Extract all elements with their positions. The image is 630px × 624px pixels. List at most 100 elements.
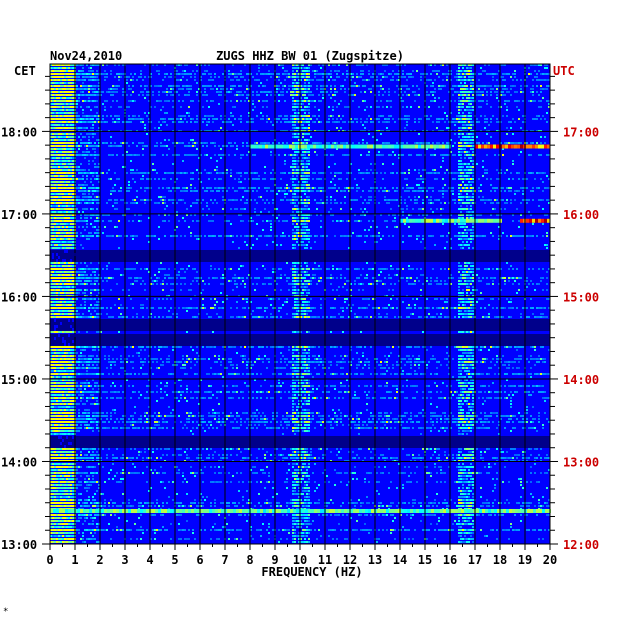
spectrogram-cell xyxy=(300,79,302,81)
spectrogram-cell xyxy=(308,121,310,123)
spectrogram-cell xyxy=(494,190,496,192)
spectrogram-cell xyxy=(466,139,468,141)
spectrogram-cell xyxy=(458,175,460,177)
spectrogram-cell xyxy=(370,187,372,189)
spectrogram-cell xyxy=(308,115,310,117)
spectrogram-cell xyxy=(68,148,70,150)
spectrogram-cell xyxy=(542,172,544,174)
spectrogram-cell xyxy=(402,187,404,189)
spectrogram-cell xyxy=(504,88,506,90)
spectrogram-cell xyxy=(434,79,436,81)
spectrogram-cell xyxy=(182,100,184,102)
spectrogram-cell xyxy=(172,106,174,108)
spectrogram-cell xyxy=(460,202,462,204)
spectrogram-cell xyxy=(460,70,462,72)
chart-title: ZUGS HHZ BW 01 (Zugspitze) xyxy=(216,49,404,63)
spectrogram-cell xyxy=(78,97,80,99)
spectrogram-cell xyxy=(392,172,394,174)
spectrogram-cell xyxy=(116,202,118,204)
spectrogram-cell xyxy=(56,109,58,111)
spectrogram-cell xyxy=(400,88,402,90)
spectrogram-cell xyxy=(82,91,84,93)
spectrogram-cell xyxy=(62,193,64,195)
spectrogram-cell xyxy=(68,160,70,162)
spectrogram-cell xyxy=(230,88,232,90)
spectrogram-cell xyxy=(68,184,70,186)
spectrogram-cell xyxy=(212,220,214,222)
spectrogram-cell xyxy=(466,118,468,120)
spectrogram-cell xyxy=(310,214,312,216)
spectrogram-cell xyxy=(486,118,488,120)
spectrogram-cell xyxy=(76,127,78,129)
spectrogram-cell xyxy=(270,94,272,96)
spectrogram-cell xyxy=(56,229,58,231)
spectrogram-cell xyxy=(58,136,60,138)
spectrogram-cell xyxy=(516,91,518,93)
spectrogram-cell xyxy=(96,220,98,222)
spectrogram-cell xyxy=(84,202,86,204)
spectrogram-cell xyxy=(336,118,338,120)
spectrogram-cell xyxy=(486,100,488,102)
spectrogram-cell xyxy=(182,85,184,87)
spectrogram-cell xyxy=(308,148,310,150)
spectrogram-cell xyxy=(188,91,190,93)
spectrogram-cell xyxy=(90,208,92,210)
spectrogram-cell xyxy=(50,238,52,240)
spectrogram-cell xyxy=(438,118,440,120)
spectrogram-cell xyxy=(188,94,190,96)
spectrogram-cell xyxy=(56,172,58,174)
spectrogram-cell xyxy=(358,64,360,66)
spectrogram-cell xyxy=(434,100,436,102)
spectrogram-cell xyxy=(122,250,124,253)
spectrogram-cell xyxy=(66,211,68,213)
spectrogram-cell xyxy=(328,211,330,213)
spectrogram-cell xyxy=(62,214,64,216)
spectrogram-cell xyxy=(206,85,208,87)
spectrogram-cell xyxy=(460,211,462,213)
spectrogram-cell xyxy=(544,79,546,81)
spectrogram-cell xyxy=(84,199,86,201)
spectrogram-cell xyxy=(90,109,92,111)
spectrogram-cell xyxy=(112,94,114,96)
spectrogram-cell xyxy=(472,175,474,177)
spectrogram-cell xyxy=(56,223,58,225)
spectrogram-cell xyxy=(472,196,474,198)
spectrogram-cell xyxy=(292,244,294,246)
spectrogram-cell xyxy=(134,202,136,204)
spectrogram-cell xyxy=(306,67,308,69)
spectrogram-cell xyxy=(92,76,94,78)
spectrogram-cell xyxy=(334,88,336,90)
spectrogram-cell xyxy=(248,100,250,102)
spectrogram-cell xyxy=(328,73,330,75)
spectrogram-cell xyxy=(192,178,194,180)
spectrogram-cell xyxy=(212,121,214,123)
spectrogram-cell xyxy=(108,169,110,171)
spectrogram-cell xyxy=(76,118,78,120)
spectrogram-cell xyxy=(308,124,310,126)
spectrogram-cell xyxy=(228,73,230,75)
spectrogram-cell xyxy=(304,106,306,108)
spectrogram-cell xyxy=(168,76,170,78)
spectrogram-cell xyxy=(288,154,290,156)
spectrogram-cell xyxy=(528,154,530,156)
spectrogram-cell xyxy=(98,175,100,177)
spectrogram-cell xyxy=(92,73,94,75)
spectrogram-cell xyxy=(510,88,512,90)
spectrogram-cell xyxy=(50,67,52,69)
spectrogram-cell xyxy=(196,91,198,93)
spectrogram-cell xyxy=(58,241,60,243)
spectrogram-cell xyxy=(388,100,390,102)
spectrogram-cell xyxy=(298,112,300,114)
spectrogram-cell xyxy=(416,238,418,240)
spectrogram-cell xyxy=(472,85,474,87)
spectrogram-cell xyxy=(412,70,414,72)
spectrogram-cell xyxy=(60,235,62,237)
spectrogram-cell xyxy=(294,67,296,69)
spectrogram-cell xyxy=(292,109,294,111)
spectrogram-cell xyxy=(186,73,188,75)
spectrogram-cell xyxy=(386,202,388,204)
spectrogram-cell xyxy=(332,178,334,180)
spectrogram-cell xyxy=(428,79,430,81)
spectrogram-cell xyxy=(162,250,164,253)
spectrogram-cell xyxy=(130,121,132,123)
